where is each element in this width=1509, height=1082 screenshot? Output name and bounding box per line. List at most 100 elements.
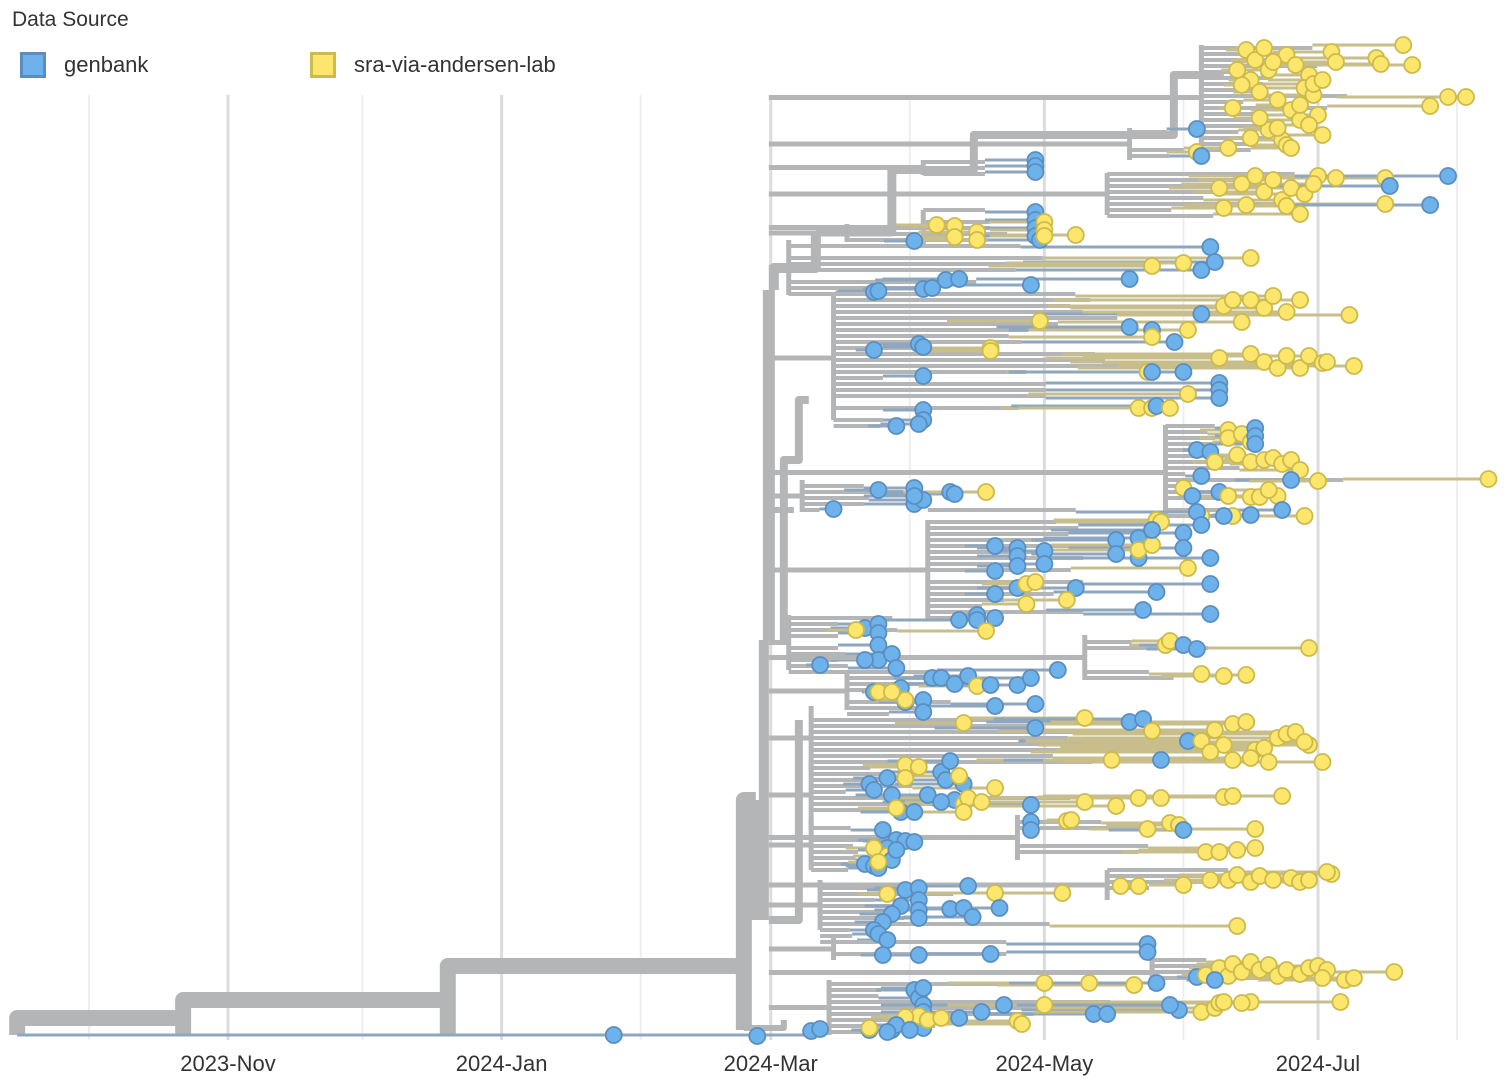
tip-sra[interactable] — [1264, 171, 1283, 189]
tip-sra[interactable] — [1421, 97, 1440, 115]
tip-genbank[interactable] — [1187, 120, 1206, 138]
tip-sra[interactable] — [1246, 820, 1265, 838]
tip-sra[interactable] — [1313, 969, 1332, 987]
tip-genbank[interactable] — [1026, 719, 1045, 737]
tip-sra[interactable] — [878, 885, 897, 903]
tip-sra[interactable] — [1237, 713, 1256, 731]
tip-sra[interactable] — [1143, 722, 1161, 740]
tip-sra[interactable] — [1013, 1015, 1031, 1033]
tip-genbank[interactable] — [905, 487, 924, 505]
tip-sra[interactable] — [1241, 345, 1260, 363]
tip-genbank[interactable] — [905, 232, 924, 250]
tip-sra[interactable] — [1479, 470, 1498, 488]
tip-sra[interactable] — [954, 803, 973, 821]
tip-sra[interactable] — [1255, 39, 1274, 57]
tip-genbank[interactable] — [811, 1020, 829, 1038]
tip-genbank[interactable] — [981, 676, 1000, 694]
tip-sra[interactable] — [1232, 76, 1251, 94]
tip-genbank[interactable] — [1210, 389, 1229, 407]
tip-genbank[interactable] — [1174, 821, 1193, 839]
tip-sra[interactable] — [1286, 56, 1305, 74]
tip-sra[interactable] — [1062, 811, 1081, 829]
tip-sra[interactable] — [1295, 733, 1314, 751]
tip-genbank[interactable] — [1187, 640, 1206, 658]
tip-genbank[interactable] — [878, 931, 897, 949]
tip-genbank[interactable] — [1147, 974, 1166, 992]
tip-sra[interactable] — [1313, 753, 1332, 771]
tip-sra[interactable] — [1223, 291, 1242, 309]
tip-sra[interactable] — [1138, 820, 1157, 838]
tip-sra[interactable] — [1210, 349, 1229, 367]
tip-sra[interactable] — [1300, 116, 1318, 134]
tip-sra[interactable] — [1291, 359, 1309, 377]
tip-sra[interactable] — [1246, 839, 1265, 857]
tip-sra[interactable] — [1214, 199, 1233, 217]
tip-sra[interactable] — [1223, 99, 1242, 117]
tip-sra[interactable] — [977, 483, 995, 501]
tip-sra[interactable] — [1075, 709, 1094, 727]
tip-genbank[interactable] — [914, 338, 933, 356]
tip-sra[interactable] — [1264, 871, 1283, 889]
tip-genbank[interactable] — [941, 752, 960, 770]
tip-genbank[interactable] — [811, 656, 829, 674]
tip-sra[interactable] — [1282, 139, 1300, 157]
tip-genbank[interactable] — [986, 562, 1004, 580]
tip-sra[interactable] — [986, 779, 1004, 797]
tip-genbank[interactable] — [1107, 545, 1126, 563]
tip-genbank[interactable] — [1120, 318, 1139, 336]
tip-sra[interactable] — [954, 714, 973, 732]
tip-genbank[interactable] — [995, 996, 1013, 1014]
tip-genbank[interactable] — [1183, 487, 1202, 505]
tip-sra[interactable] — [1228, 917, 1247, 935]
tip-genbank[interactable] — [1246, 435, 1265, 453]
tip-sra[interactable] — [1201, 743, 1220, 761]
tip-sra[interactable] — [1295, 507, 1314, 525]
tip-sra[interactable] — [1179, 559, 1197, 577]
tip-sra[interactable] — [847, 621, 865, 639]
tip-sra[interactable] — [1143, 536, 1161, 554]
tip-sra[interactable] — [860, 1019, 879, 1037]
tip-sra[interactable] — [1232, 994, 1251, 1012]
tip-sra[interactable] — [968, 231, 986, 249]
tip-sra[interactable] — [1327, 169, 1345, 187]
tip-sra[interactable] — [1228, 841, 1247, 859]
tip-genbank[interactable] — [1143, 363, 1161, 381]
tip-sra[interactable] — [1210, 179, 1229, 197]
tip-genbank[interactable] — [1022, 796, 1040, 814]
tip-sra[interactable] — [1241, 291, 1260, 309]
tip-sra[interactable] — [1291, 291, 1309, 309]
tip-sra[interactable] — [1385, 963, 1404, 981]
tip-sra[interactable] — [1205, 721, 1224, 739]
tip-genbank[interactable] — [990, 899, 1009, 917]
tip-genbank[interactable] — [905, 833, 924, 851]
tip-genbank[interactable] — [963, 908, 982, 926]
tip-genbank[interactable] — [1152, 751, 1170, 769]
tip-sra[interactable] — [869, 853, 888, 871]
tip-genbank[interactable] — [1134, 710, 1152, 728]
tip-sra[interactable] — [896, 769, 915, 787]
legend-item-genbank[interactable]: genbank — [20, 48, 148, 82]
tip-genbank[interactable] — [824, 500, 843, 518]
tip-sra[interactable] — [1264, 287, 1283, 305]
tip-genbank[interactable] — [865, 781, 883, 799]
tip-sra[interactable] — [1066, 226, 1085, 244]
tip-genbank[interactable] — [1066, 579, 1085, 597]
tip-sra[interactable] — [1057, 591, 1076, 609]
tip-sra[interactable] — [1246, 51, 1265, 69]
tip-sra[interactable] — [1232, 313, 1251, 331]
tip-sra[interactable] — [1143, 257, 1161, 275]
tip-genbank[interactable] — [950, 611, 969, 629]
tip-genbank[interactable] — [1241, 506, 1260, 524]
tip-genbank[interactable] — [1273, 501, 1292, 519]
tip-genbank[interactable] — [1174, 363, 1193, 381]
tip-sra[interactable] — [887, 799, 906, 817]
tip-sra[interactable] — [932, 1009, 951, 1027]
tip-sra[interactable] — [1129, 877, 1148, 895]
tip-sra[interactable] — [1246, 167, 1265, 185]
tip-sra[interactable] — [1035, 996, 1054, 1014]
tip-genbank[interactable] — [1138, 943, 1157, 961]
tip-sra[interactable] — [1205, 453, 1224, 471]
tip-sra[interactable] — [1259, 481, 1278, 499]
tip-sra[interactable] — [1255, 183, 1274, 201]
tip-sra[interactable] — [1291, 205, 1309, 223]
